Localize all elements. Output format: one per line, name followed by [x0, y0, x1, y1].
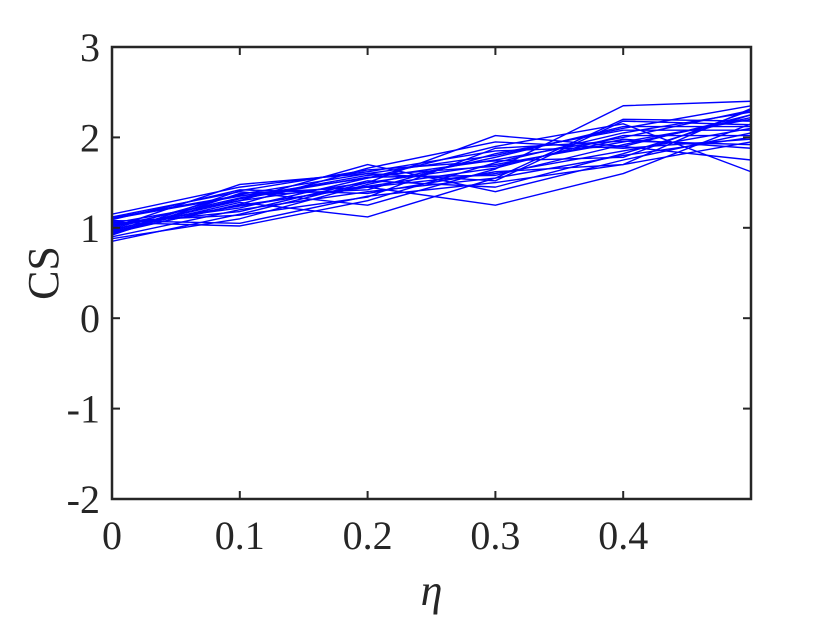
series-line-14 — [111, 118, 752, 233]
series-line-11 — [111, 123, 752, 236]
y-tick-label: -1 — [67, 387, 100, 432]
y-tick-label: 0 — [80, 296, 100, 341]
y-axis-title: CS — [19, 246, 68, 300]
y-tick-label: -2 — [67, 477, 100, 522]
x-tick-label: 0.3 — [470, 513, 520, 558]
x-tick-label: 0 — [102, 513, 122, 558]
series-line-12 — [111, 111, 752, 227]
series-line-23 — [111, 109, 752, 235]
series-line-6 — [111, 141, 752, 224]
ticks-layer: 0 0.1 0.2 0.3 0.4 -2 -1 0 1 2 3 — [67, 25, 751, 558]
series-line-21 — [111, 116, 752, 232]
series-layer — [111, 100, 752, 243]
series-line-13 — [111, 145, 752, 215]
y-tick-label: 2 — [80, 115, 100, 160]
series-line-10 — [111, 123, 752, 226]
x-axis-title: η — [421, 566, 443, 615]
x-tick-label: 0.2 — [343, 513, 393, 558]
series-line-8 — [111, 100, 752, 218]
plot-frame — [110, 45, 753, 501]
series-line-24 — [111, 140, 752, 223]
series-line-19 — [111, 114, 752, 225]
x-tick-label: 0.1 — [215, 513, 265, 558]
y-tick-label: 3 — [80, 25, 100, 70]
series-line-16 — [111, 125, 751, 240]
x-tick-label: 0.4 — [598, 513, 648, 558]
series-line-17 — [111, 107, 752, 221]
series-line-25 — [111, 120, 752, 230]
series-line-20 — [111, 129, 751, 219]
y-tick-label: 1 — [80, 206, 100, 251]
